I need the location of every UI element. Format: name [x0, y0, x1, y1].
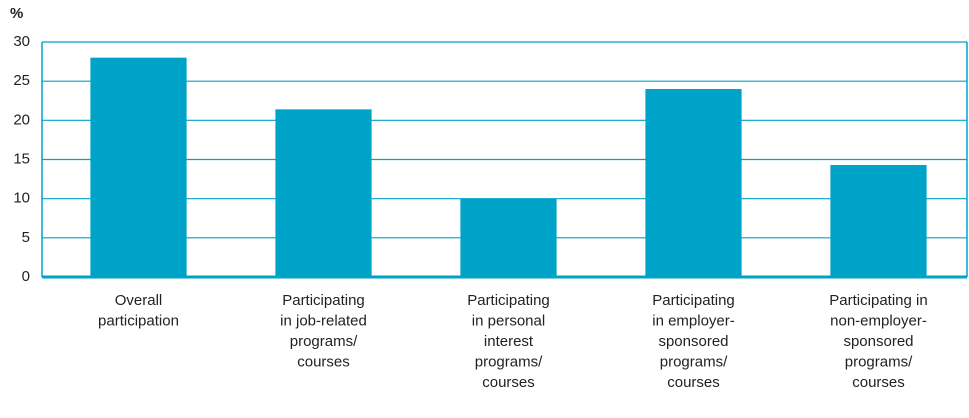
y-tick-label: 30	[13, 33, 30, 50]
y-axis-label: %	[10, 5, 23, 22]
x-tick-label: Participating in personal interest programs…	[467, 292, 550, 391]
x-tick-label: Overall participation	[98, 292, 179, 330]
bar	[90, 57, 187, 277]
bar	[830, 164, 927, 277]
y-tick-label: 5	[22, 229, 30, 246]
y-tick-label: 20	[13, 111, 30, 128]
y-tick-label: 25	[13, 72, 30, 89]
bar	[460, 198, 557, 277]
x-tick-label: Participating in non-employer-sponsored pr…	[829, 292, 927, 391]
bar	[645, 89, 742, 277]
y-tick-label: 10	[13, 190, 30, 207]
bar	[275, 109, 372, 277]
y-tick-label: 15	[13, 150, 30, 167]
x-tick-label: Participating in employer-sponsored progra…	[652, 292, 735, 391]
x-tick-label: Participating in job-related programs/cour…	[280, 292, 367, 371]
y-tick-label: 0	[22, 268, 30, 285]
